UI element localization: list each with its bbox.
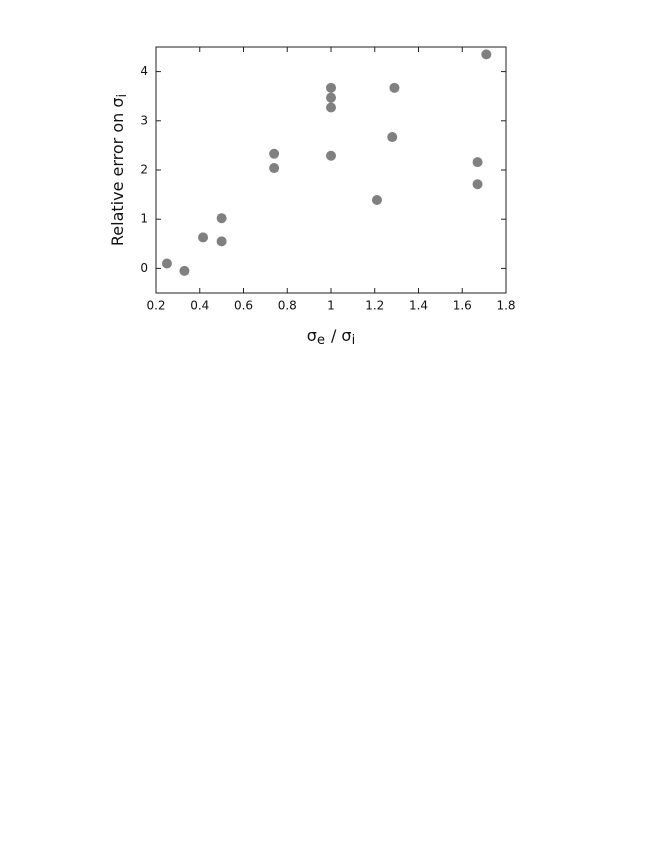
point xyxy=(481,49,492,60)
x-tick-label: 1.2 xyxy=(365,299,384,313)
x-tick-label: 1.6 xyxy=(453,299,472,313)
point xyxy=(326,82,336,93)
point xyxy=(326,92,336,103)
y-axis-label: Relative error on σi xyxy=(108,94,130,246)
y-tick-label: 0 xyxy=(140,261,148,275)
point xyxy=(161,258,172,269)
y-tick-label: 3 xyxy=(140,113,148,127)
x-tick-label: 1 xyxy=(327,299,335,313)
point xyxy=(216,236,227,247)
point xyxy=(216,213,227,224)
x-tick-label: 0.4 xyxy=(190,299,209,313)
point xyxy=(269,148,280,159)
point xyxy=(472,157,483,168)
point xyxy=(198,232,209,243)
point xyxy=(389,82,400,93)
x-axis-label: σe / σi xyxy=(307,326,355,348)
y-tick-label: 2 xyxy=(140,163,148,177)
point xyxy=(179,265,190,276)
y-tick-label: 1 xyxy=(140,212,148,226)
point xyxy=(387,132,398,143)
x-tick-label: 0.6 xyxy=(234,299,253,313)
point xyxy=(326,150,336,161)
x-tick-label: 1.8 xyxy=(496,299,515,313)
x-label-sub: i xyxy=(352,333,356,348)
x-tick-label: 0.2 xyxy=(146,299,165,313)
x-tick-label: 1.4 xyxy=(409,299,428,313)
x-tick-label: 0.8 xyxy=(278,299,297,313)
point xyxy=(269,163,280,174)
y-label-sub: i xyxy=(115,94,130,98)
y-label-part: Relative error on σ xyxy=(108,98,127,247)
point xyxy=(371,195,382,206)
x-label-sub: e xyxy=(317,333,325,348)
point xyxy=(326,102,336,113)
x-label-part: σ xyxy=(307,326,317,345)
x-label-part: / σ xyxy=(331,326,352,345)
y-tick-label: 4 xyxy=(140,64,148,78)
point xyxy=(472,179,483,190)
